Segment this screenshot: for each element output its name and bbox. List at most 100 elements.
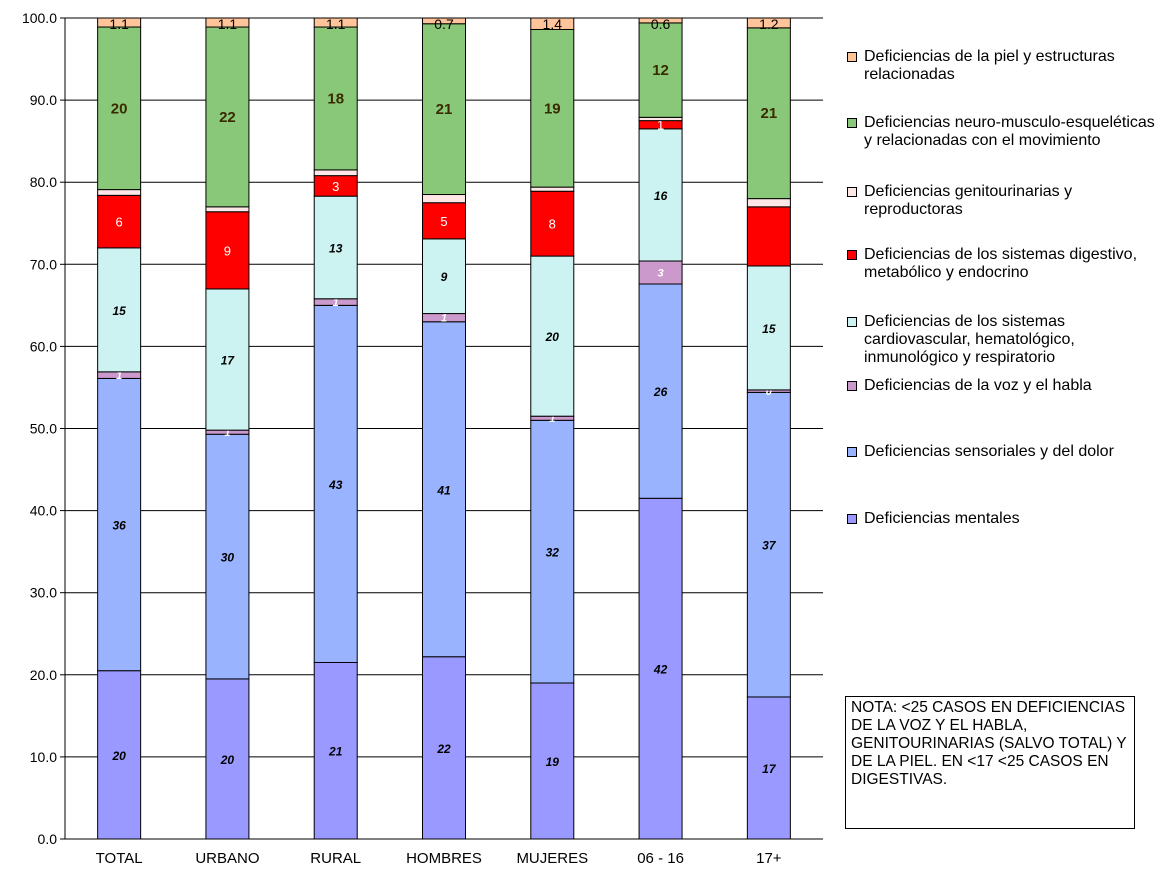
data-label: 20	[545, 330, 560, 344]
bar-segment	[530, 419, 575, 684]
bar-segment	[530, 17, 575, 30]
legend-swatch-neuro-musculo	[847, 118, 857, 128]
data-label: 37	[762, 539, 777, 553]
bar-segment	[638, 283, 683, 499]
y-tick-label: 90.0	[30, 92, 57, 108]
data-label: 6	[116, 215, 123, 230]
bar-segment	[422, 656, 466, 840]
data-label: 16	[654, 189, 668, 203]
data-label: 0.6	[651, 16, 671, 32]
y-tick-label: 100.0	[22, 10, 57, 26]
data-label: 15	[762, 322, 776, 336]
data-label: 1	[116, 370, 122, 382]
data-label: 21	[328, 745, 343, 759]
data-label: 12	[652, 62, 669, 79]
bar-segment	[530, 190, 575, 257]
data-label: 42	[653, 663, 668, 677]
data-label: 3	[658, 268, 664, 280]
data-label: 41	[436, 483, 451, 497]
bar-segment	[530, 186, 575, 192]
legend-swatch-voz-habla	[847, 381, 857, 391]
data-label: 1.2	[759, 16, 779, 32]
y-tick-label: 60.0	[30, 338, 57, 354]
legend-label-sensoriales: Deficiencias sensoriales y del dolor	[864, 443, 1114, 460]
data-label: 1	[549, 413, 555, 425]
y-tick-label: 80.0	[30, 174, 57, 190]
bar-segment	[313, 26, 358, 171]
y-tick-label: 30.0	[30, 585, 57, 601]
data-label: 21	[436, 101, 453, 118]
data-label: 20	[111, 100, 128, 117]
data-label: 0	[766, 386, 773, 398]
data-label: 36	[112, 519, 126, 533]
data-label: 17	[221, 354, 236, 368]
data-label: 1.1	[218, 16, 238, 32]
legend-swatch-cardiovascular	[847, 317, 857, 327]
bar-segment	[422, 321, 466, 658]
data-label: 32	[546, 546, 560, 560]
data-label: 1	[441, 313, 447, 325]
bar-segment	[746, 206, 791, 267]
legend-label-voz-habla: Deficiencias de la voz y el habla	[864, 377, 1092, 394]
x-tick-label: RURAL	[310, 850, 361, 867]
data-label: 21	[761, 105, 778, 122]
bar-segment	[97, 670, 142, 840]
data-label: 13	[329, 241, 343, 255]
bar-segment	[746, 265, 791, 391]
bar-segment	[422, 23, 466, 196]
bar-segment	[422, 238, 466, 315]
bar-segment	[530, 28, 575, 188]
bar-segment	[638, 497, 683, 840]
bar-segment	[205, 433, 250, 680]
data-label: 1	[657, 118, 664, 133]
bar-segment	[746, 17, 791, 29]
data-label: 1.1	[326, 16, 346, 32]
data-label: 43	[328, 478, 343, 492]
legend-label-cardiovascular: Deficiencias de los sistemas cardiovascu…	[864, 313, 1075, 366]
bar-segment	[205, 288, 250, 431]
data-label: 19	[544, 100, 561, 117]
legend-label-mentales: Deficiencias mentales	[864, 510, 1020, 527]
bar-segment	[638, 17, 683, 24]
y-tick-label: 0.0	[38, 831, 58, 847]
bar-segment	[746, 198, 791, 208]
y-tick-label: 10.0	[30, 749, 57, 765]
data-label: 17	[762, 762, 777, 776]
bar-segment	[205, 206, 250, 213]
bar-segment	[746, 391, 791, 698]
bar-segment	[313, 304, 358, 663]
note-box: NOTA: <25 CASOS EN DEFICIENCIAS DE LA VO…	[845, 696, 1135, 829]
data-label: 22	[219, 109, 236, 126]
data-label: 5	[440, 214, 447, 229]
data-label: 15	[112, 304, 126, 318]
legend-swatch-digestivo	[847, 250, 857, 260]
legend-label-piel: Deficiencias de la piel y estructuras re…	[864, 48, 1115, 83]
x-tick-label: HOMBRES	[406, 850, 482, 867]
data-label: 1.1	[109, 16, 129, 32]
data-label: 19	[546, 755, 560, 769]
bar-segment	[205, 17, 250, 28]
data-label: 30	[221, 551, 235, 565]
bar-segment	[205, 678, 250, 840]
data-label: 26	[653, 385, 668, 399]
legend-swatch-piel	[847, 52, 857, 62]
bar-segment	[97, 17, 142, 28]
data-label: 22	[436, 742, 451, 756]
y-tick-label: 40.0	[30, 503, 57, 519]
stacked-bar-chart: 0.0 10.0 20.0 30.0 40.0 50.0 60.0 70.0 80.0 90.0 1…	[22, 10, 823, 867]
bar-segment	[205, 26, 250, 208]
y-tick-label: 70.0	[30, 256, 57, 272]
bar-segment	[422, 17, 466, 25]
x-tick-label: TOTAL	[96, 850, 143, 867]
data-label: 9	[441, 270, 448, 284]
bar-segment	[313, 169, 358, 177]
y-tick-label: 20.0	[30, 667, 57, 683]
legend-swatch-genitourinarias	[847, 187, 857, 197]
legend-label-genitourinarias: Deficiencias genitourinarias y reproduct…	[864, 183, 1073, 218]
bar-segment	[422, 194, 466, 204]
legend-label-neuro-musculo: Deficiencias neuro-musculo-esqueléticas …	[864, 114, 1155, 149]
legend-swatch-mentales	[847, 514, 857, 524]
data-label: 20	[111, 749, 126, 763]
x-tick-label: URBANO	[195, 850, 259, 867]
x-tick-label: MUJERES	[516, 850, 588, 867]
